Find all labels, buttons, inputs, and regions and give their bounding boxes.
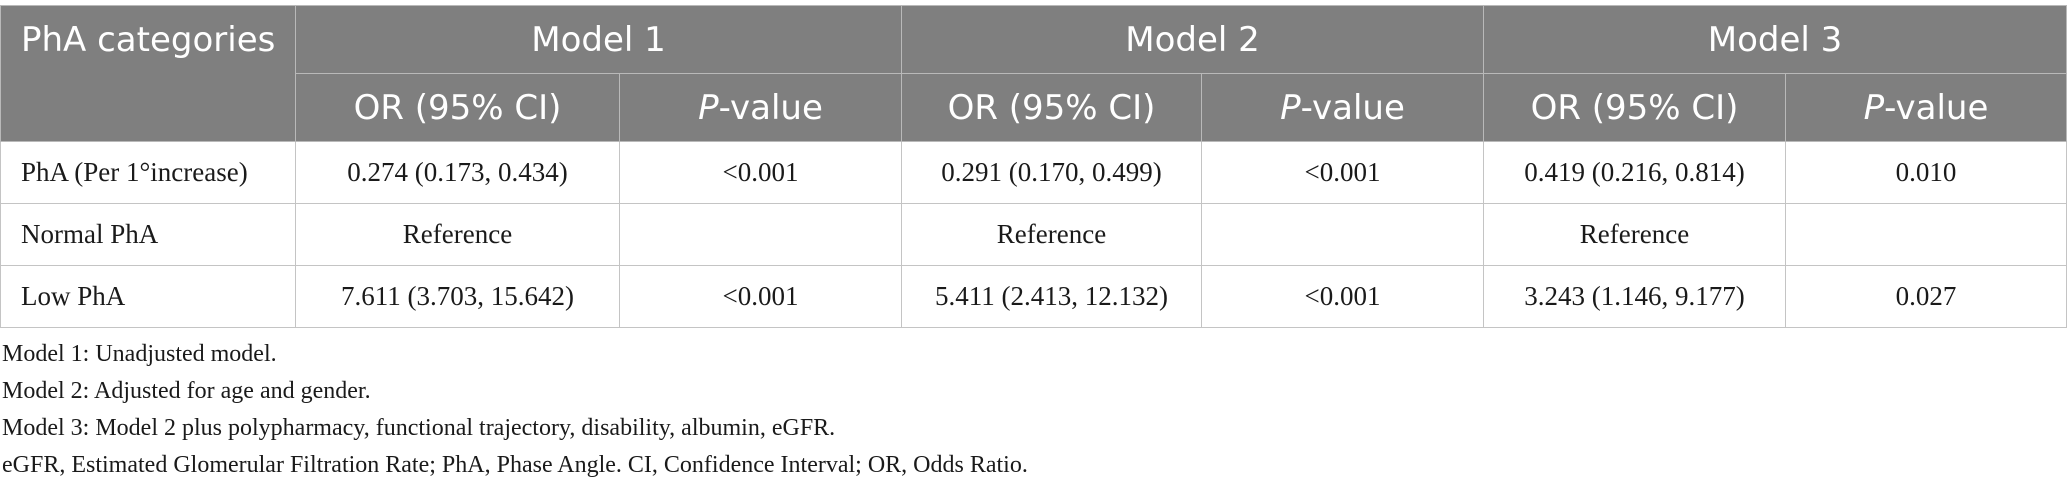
table-row: Normal PhA Reference Reference Reference (0, 203, 2067, 266)
footnote: Model 2: Adjusted for age and gender. (2, 378, 371, 404)
row-label: Low PhA (0, 265, 296, 328)
model-2-header: Model 2 (901, 5, 1484, 74)
p-value-cell: <0.001 (619, 141, 902, 204)
p-value-cell (1785, 203, 2067, 266)
p-value-cell: <0.001 (1201, 265, 1484, 328)
or-ci-cell: 0.274 (0.173, 0.434) (295, 141, 620, 204)
p-value-cell: 0.027 (1785, 265, 2067, 328)
p-value-cell: 0.010 (1785, 141, 2067, 204)
or-ci-cell: 7.611 (3.703, 15.642) (295, 265, 620, 328)
p-value-cell: <0.001 (619, 265, 902, 328)
p-value-cell (619, 203, 902, 266)
or-ci-header: OR (95% CI) (1483, 73, 1786, 142)
p-value-header: P-value (1201, 73, 1484, 142)
footnote: Model 3: Model 2 plus polypharmacy, func… (2, 415, 836, 441)
table-row: PhA (Per 1°increase) 0.274 (0.173, 0.434… (0, 141, 2067, 204)
p-value-header: P-value (1785, 73, 2067, 142)
table-footnotes: Model 1: Unadjusted model. Model 2: Adju… (2, 336, 1028, 484)
footnote: eGFR, Estimated Glomerular Filtration Ra… (2, 452, 1028, 478)
or-ci-header: OR (95% CI) (901, 73, 1202, 142)
or-ci-cell: Reference (1483, 203, 1786, 266)
row-label: PhA (Per 1°increase) (0, 141, 296, 204)
or-ci-cell: 5.411 (2.413, 12.132) (901, 265, 1202, 328)
header-row-models: PhA categories Model 1 Model 2 Model 3 (0, 5, 2067, 142)
table-row: Low PhA 7.611 (3.703, 15.642) <0.001 5.4… (0, 265, 2067, 328)
row-label: Normal PhA (0, 203, 296, 266)
or-ci-cell: Reference (901, 203, 1202, 266)
model-1-header: Model 1 (295, 5, 902, 74)
or-ci-cell: 0.419 (0.216, 0.814) (1483, 141, 1786, 204)
or-ci-cell: 3.243 (1.146, 9.177) (1483, 265, 1786, 328)
or-ci-cell: Reference (295, 203, 620, 266)
model-3-header: Model 3 (1483, 5, 2067, 74)
results-table: PhA categories Model 1 Model 2 Model 3 O… (0, 5, 2067, 328)
or-ci-cell: 0.291 (0.170, 0.499) (901, 141, 1202, 204)
footnote: Model 1: Unadjusted model. (2, 341, 277, 367)
p-value-cell (1201, 203, 1484, 266)
p-value-cell: <0.001 (1201, 141, 1484, 204)
header-row-stats: OR (95% CI) P-value OR (95% CI) P-value … (1, 73, 2067, 142)
or-ci-header: OR (95% CI) (295, 73, 620, 142)
row-category-header: PhA categories (0, 5, 296, 142)
p-value-header: P-value (619, 73, 902, 142)
